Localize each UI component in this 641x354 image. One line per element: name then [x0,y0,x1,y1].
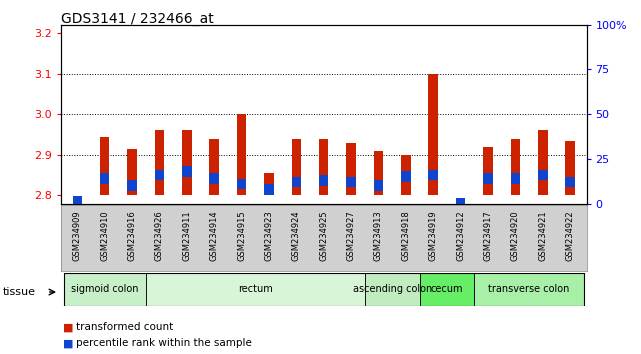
Bar [401,155,411,195]
Text: GSM234909: GSM234909 [73,211,82,261]
Bar [428,74,438,195]
Text: GSM234919: GSM234919 [429,211,438,261]
Text: GSM234924: GSM234924 [292,211,301,261]
Bar [346,177,356,188]
Bar [72,196,82,207]
Bar [456,198,465,209]
Bar [565,141,575,195]
Bar [154,130,164,195]
Bar [483,173,493,184]
Bar [210,173,219,184]
Bar [428,170,438,180]
Bar [538,130,547,195]
Text: GDS3141 / 232466_at: GDS3141 / 232466_at [61,12,213,27]
Text: cecum: cecum [431,284,463,295]
Bar [237,114,246,195]
Text: GSM234914: GSM234914 [210,211,219,261]
Text: GSM234927: GSM234927 [347,211,356,261]
Bar [264,173,274,195]
Text: ascending colon: ascending colon [353,284,432,295]
Bar [565,177,575,188]
Bar [100,137,110,195]
Text: rectum: rectum [238,284,272,295]
Bar [319,138,328,195]
Bar [292,138,301,195]
Bar [210,138,219,195]
Bar [237,178,246,189]
Text: GSM234921: GSM234921 [538,211,547,261]
Bar [63,273,146,306]
Bar [154,170,164,180]
Bar [510,138,520,195]
Text: GSM234918: GSM234918 [401,211,410,261]
Text: GSM234917: GSM234917 [483,211,492,261]
Text: GSM234925: GSM234925 [319,211,328,261]
Text: GSM234912: GSM234912 [456,211,465,261]
Text: transverse colon: transverse colon [488,284,570,295]
Bar [419,273,474,306]
Bar [538,170,547,180]
Bar [483,147,493,195]
Text: percentile rank within the sample: percentile rank within the sample [76,338,251,348]
Bar [474,273,584,306]
Text: GSM234913: GSM234913 [374,211,383,261]
Text: ■: ■ [63,338,73,348]
Bar [510,173,520,184]
Bar [292,177,301,188]
Bar [365,273,419,306]
Bar [346,143,356,195]
Bar [128,180,137,191]
Bar [264,184,274,195]
Text: GSM234923: GSM234923 [265,211,274,261]
Text: GSM234922: GSM234922 [565,211,574,261]
Bar [182,166,192,177]
Text: GSM234910: GSM234910 [100,211,109,261]
Text: GSM234926: GSM234926 [155,211,164,261]
Bar [128,149,137,195]
Bar [182,130,192,195]
Text: GSM234915: GSM234915 [237,211,246,261]
Text: GSM234920: GSM234920 [511,211,520,261]
Text: tissue: tissue [3,287,36,297]
Text: sigmoid colon: sigmoid colon [71,284,138,295]
Bar [146,273,365,306]
Bar [100,173,110,184]
Text: GSM234916: GSM234916 [128,211,137,261]
Bar [374,180,383,191]
Bar [319,175,328,185]
Text: transformed count: transformed count [76,322,173,332]
Text: GSM234911: GSM234911 [182,211,191,261]
Bar [401,171,411,182]
Bar [374,151,383,195]
Text: ■: ■ [63,322,73,332]
